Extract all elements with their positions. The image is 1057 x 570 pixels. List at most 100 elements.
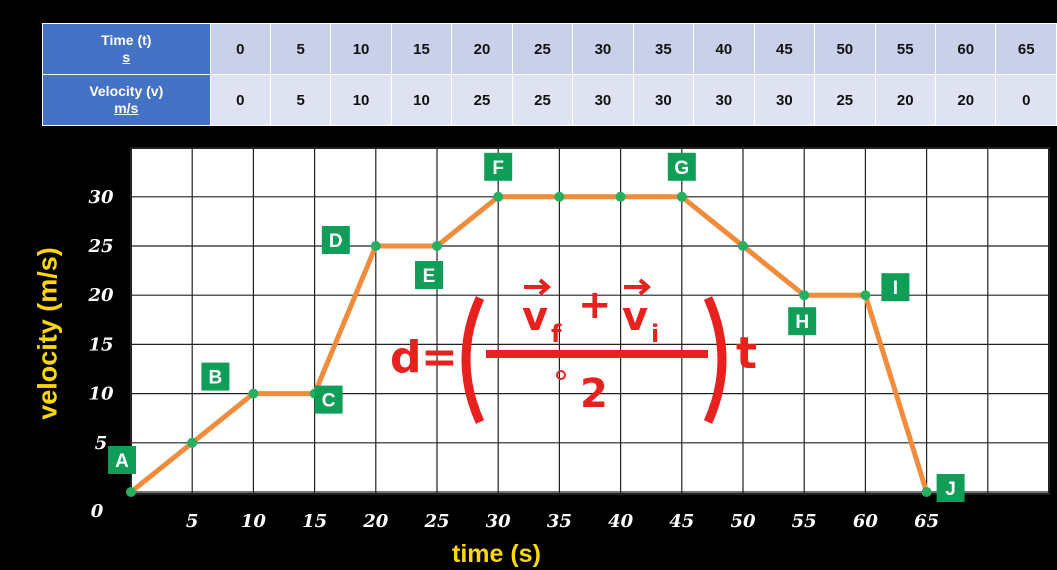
velocity-cell: 20 xyxy=(934,74,997,126)
time-cell: 10 xyxy=(330,23,392,75)
point-label-box xyxy=(415,261,443,289)
time-cell: 55 xyxy=(874,23,937,75)
velocity-cell: 30 xyxy=(753,74,816,126)
time-cell: 35 xyxy=(632,23,695,75)
data-point xyxy=(799,290,810,301)
point-label-h: H xyxy=(795,312,809,333)
y-axis-label: velocity (m/s) xyxy=(32,247,63,420)
x-tick-label: 5 xyxy=(186,511,199,532)
x-tick-label: 10 xyxy=(241,511,267,532)
velocity-cell: 10 xyxy=(390,74,453,126)
time-cell: 25 xyxy=(511,23,574,75)
time-cell: 30 xyxy=(572,23,634,75)
data-point xyxy=(432,241,442,251)
velocity-cell: 0 xyxy=(209,74,271,126)
plot-border xyxy=(130,147,1050,495)
time-header-label: Time (t) xyxy=(101,32,152,48)
velocity-line xyxy=(129,194,929,494)
x-tick-label: 15 xyxy=(302,511,327,532)
time-cell: 40 xyxy=(693,23,755,75)
point-label-d: D xyxy=(329,231,343,252)
formula-vi-arrow xyxy=(624,278,652,296)
point-label-box xyxy=(108,446,136,474)
time-cell: 0 xyxy=(209,23,271,75)
formula-left-paren xyxy=(461,296,485,424)
x-tick-label: 20 xyxy=(362,511,389,532)
point-labels: A B C D E F G H I J xyxy=(108,152,965,502)
velocity-header: Velocity (v) m/s xyxy=(42,74,211,126)
time-cell: 45 xyxy=(753,23,816,75)
velocity-cell: 25 xyxy=(511,74,574,126)
velocity-cell: 25 xyxy=(451,74,513,126)
point-label-box xyxy=(201,362,230,391)
velocity-cell: 20 xyxy=(874,74,937,126)
point-label-e: E xyxy=(423,266,436,287)
formula-denominator: 2 xyxy=(580,371,608,417)
data-point xyxy=(187,437,198,448)
time-cell: 65 xyxy=(995,23,1057,75)
data-point xyxy=(370,241,381,251)
velocity-cell: 30 xyxy=(693,74,755,126)
formula-equals: = xyxy=(421,332,458,383)
point-label-f: F xyxy=(492,158,504,179)
point-label-i: I xyxy=(893,278,898,299)
formula-vf: v xyxy=(522,294,548,340)
data-point xyxy=(921,487,932,497)
y-tick-label: 30 xyxy=(88,187,114,208)
formula-vf-arrow xyxy=(524,278,552,296)
time-cell: 60 xyxy=(934,23,997,75)
velocity-header-label: Velocity (v) xyxy=(89,83,164,99)
y-tick-label: 25 xyxy=(87,236,113,257)
time-header-unit: s xyxy=(122,49,131,65)
formula-right-paren xyxy=(703,296,727,424)
y-tick-label: 20 xyxy=(87,285,114,306)
formula-plus: + xyxy=(578,282,612,328)
time-cell: 5 xyxy=(269,23,332,75)
x-tick-label: 35 xyxy=(547,511,572,532)
point-label-box xyxy=(788,307,817,336)
data-table: Time (t) s 0 5 10 15 20 25 30 35 40 45 5… xyxy=(42,23,1057,126)
table-row-time: Time (t) s 0 5 10 15 20 25 30 35 40 45 5… xyxy=(42,23,1057,75)
time-cell: 15 xyxy=(390,23,453,75)
x-tick-label: 55 xyxy=(792,511,817,532)
velocity-cell: 30 xyxy=(572,74,634,126)
data-point xyxy=(615,191,626,202)
data-point xyxy=(860,290,871,301)
formula-vi: v xyxy=(622,294,648,340)
point-label-g: G xyxy=(674,158,689,179)
x-tick-label: 25 xyxy=(423,511,449,532)
point-label-box xyxy=(881,273,910,302)
point-label-j: J xyxy=(945,479,956,500)
data-point xyxy=(554,191,565,202)
tick-labels: 5 10 15 20 25 30 35 40 45 50 55 60 65 0 5 10 15 20 25 30 xyxy=(87,187,939,532)
plot-background xyxy=(131,148,1049,494)
x-tick-label: 30 xyxy=(486,511,512,532)
point-label-box xyxy=(667,152,696,181)
formula-t: t xyxy=(736,328,757,379)
point-label-box xyxy=(314,385,343,414)
point-label-box xyxy=(936,474,965,502)
point-label-c: C xyxy=(322,391,336,412)
data-point xyxy=(493,191,504,202)
data-points xyxy=(126,191,932,497)
y-tick-label: 15 xyxy=(88,334,113,355)
data-point xyxy=(676,191,687,202)
formula-dot xyxy=(556,370,566,380)
x-tick-label: 40 xyxy=(608,511,634,532)
point-label-a: A xyxy=(115,451,129,472)
table-row-velocity: Velocity (v) m/s 0 5 10 10 25 25 30 30 3… xyxy=(42,74,1057,126)
formula-d: d xyxy=(390,332,422,383)
velocity-cell: 30 xyxy=(632,74,695,126)
data-point xyxy=(126,487,136,497)
point-label-box xyxy=(321,226,350,254)
velocity-cell: 5 xyxy=(269,74,332,126)
formula-fraction-bar xyxy=(486,350,708,358)
point-label-box xyxy=(484,152,513,181)
x-tick-label: 60 xyxy=(853,511,879,532)
x-tick-label: 45 xyxy=(669,511,694,532)
data-point xyxy=(248,388,259,399)
velocity-header-unit: m/s xyxy=(114,100,139,116)
velocity-cell: 0 xyxy=(995,74,1057,126)
time-header: Time (t) s xyxy=(42,23,211,75)
y-tick-label: 5 xyxy=(95,433,108,454)
